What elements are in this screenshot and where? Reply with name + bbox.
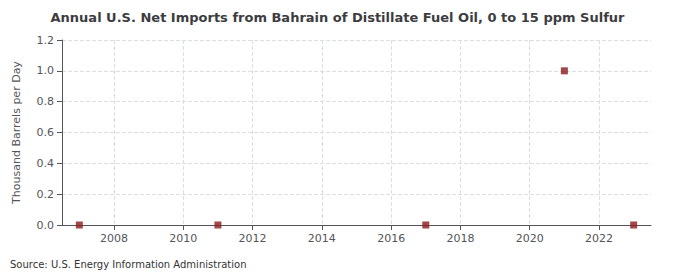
- svg-text:Source: U.S. Energy Informatio: Source: U.S. Energy Information Administ…: [10, 259, 247, 270]
- svg-text:2012: 2012: [239, 232, 267, 245]
- svg-text:2022: 2022: [585, 232, 613, 245]
- svg-text:2016: 2016: [377, 232, 405, 245]
- svg-text:2008: 2008: [100, 232, 128, 245]
- svg-text:0.8: 0.8: [37, 95, 55, 108]
- svg-text:2020: 2020: [516, 232, 544, 245]
- svg-text:0.0: 0.0: [37, 219, 55, 232]
- svg-text:2018: 2018: [446, 232, 474, 245]
- svg-text:Annual U.S. Net Imports from B: Annual U.S. Net Imports from Bahrain of …: [51, 10, 626, 25]
- svg-text:1.0: 1.0: [37, 64, 55, 77]
- svg-text:0.6: 0.6: [37, 126, 55, 139]
- svg-text:Thousand Barrels per Day: Thousand Barrels per Day: [10, 61, 23, 205]
- svg-text:1.2: 1.2: [37, 34, 55, 47]
- svg-text:2014: 2014: [308, 232, 336, 245]
- svg-text:2010: 2010: [169, 232, 197, 245]
- svg-text:0.4: 0.4: [37, 157, 55, 170]
- svg-text:0.2: 0.2: [37, 188, 55, 201]
